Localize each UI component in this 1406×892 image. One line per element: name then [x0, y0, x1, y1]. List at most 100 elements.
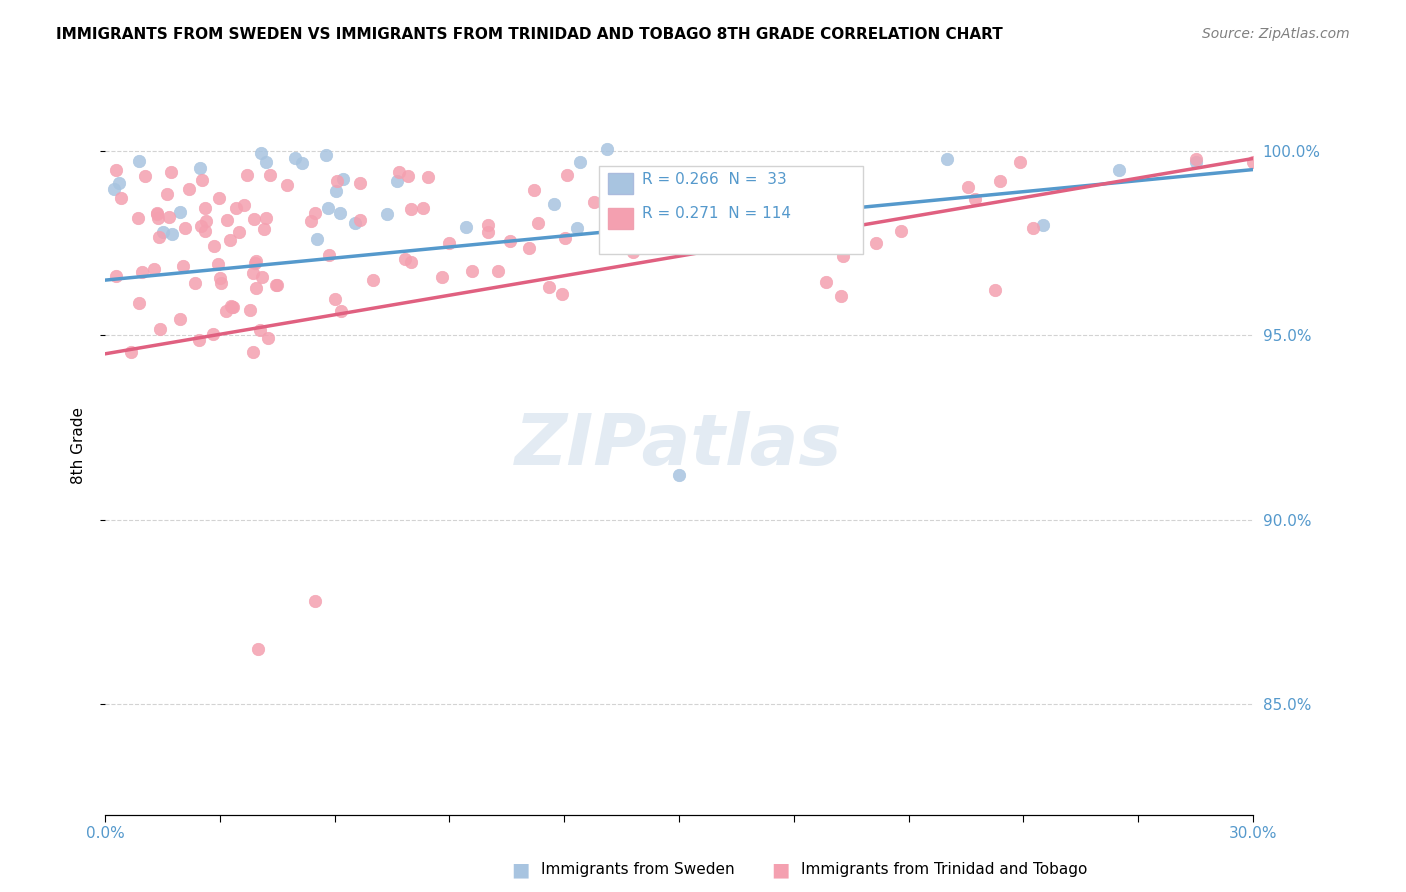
Point [217, 213, 239, 227]
Point [523, 183, 546, 197]
Point [245, 281, 267, 295]
Point [714, 203, 737, 218]
Point [239, 303, 262, 318]
Point [257, 331, 280, 345]
Point [477, 225, 499, 239]
Point [184, 276, 207, 290]
Point [1108, 162, 1130, 177]
Point [169, 204, 191, 219]
Point [307, 232, 329, 246]
Point [108, 177, 131, 191]
Point [142, 261, 165, 276]
Point [349, 212, 371, 227]
Point [259, 168, 281, 182]
Point [149, 322, 172, 336]
Point [207, 257, 229, 271]
Point [128, 296, 150, 310]
Point [221, 300, 243, 314]
Point [637, 198, 659, 212]
Point [537, 280, 560, 294]
Point [439, 236, 461, 251]
Point [567, 221, 589, 235]
Text: R = 0.271  N = 114: R = 0.271 N = 114 [643, 206, 792, 221]
Point [254, 211, 277, 226]
Point [228, 225, 250, 239]
Text: IMMIGRANTS FROM SWEDEN VS IMMIGRANTS FROM TRINIDAD AND TOBAGO 8TH GRADE CORRELAT: IMMIGRANTS FROM SWEDEN VS IMMIGRANTS FRO… [56, 27, 1002, 42]
Point [831, 249, 853, 263]
Point [626, 196, 648, 211]
Point [266, 277, 288, 292]
Point [332, 171, 354, 186]
Point [818, 205, 841, 219]
Point [202, 238, 225, 252]
Point [454, 219, 477, 234]
Point [621, 244, 644, 259]
Point [1031, 218, 1053, 232]
Point [284, 151, 307, 165]
Point [330, 304, 353, 318]
Point [555, 169, 578, 183]
Text: Source: ZipAtlas.com: Source: ZipAtlas.com [1202, 27, 1350, 41]
Point [658, 227, 681, 241]
Point [325, 185, 347, 199]
Point [935, 152, 957, 166]
Point [316, 202, 339, 216]
Point [387, 174, 409, 188]
Y-axis label: 8th Grade: 8th Grade [72, 408, 86, 484]
Point [146, 207, 169, 221]
Point [963, 192, 986, 206]
Text: Immigrants from Sweden: Immigrants from Sweden [541, 863, 735, 877]
Point [172, 260, 194, 274]
Point [253, 222, 276, 236]
Point [242, 266, 264, 280]
Bar [607, 208, 633, 228]
Point [647, 208, 669, 222]
Point [145, 206, 167, 220]
Point [349, 177, 371, 191]
Point [242, 345, 264, 359]
Point [329, 206, 352, 220]
Text: ZIPatlas: ZIPatlas [515, 411, 842, 481]
Point [1241, 155, 1264, 169]
Point [208, 271, 231, 285]
Point [254, 154, 277, 169]
Point [815, 275, 838, 289]
Point [326, 174, 349, 188]
Point [957, 180, 980, 194]
Point [803, 175, 825, 189]
Point [243, 212, 266, 227]
Point [243, 256, 266, 270]
Point [232, 198, 254, 212]
Text: ■: ■ [770, 860, 790, 880]
Point [323, 292, 346, 306]
Point [148, 229, 170, 244]
Point [984, 283, 1007, 297]
Point [250, 145, 273, 160]
Point [582, 194, 605, 209]
Text: R = 0.266  N =  33: R = 0.266 N = 33 [643, 171, 787, 186]
Point [890, 224, 912, 238]
Bar [599, 166, 863, 254]
Point [636, 193, 658, 207]
Point [127, 211, 149, 226]
Point [486, 264, 509, 278]
Point [418, 169, 440, 184]
Bar [607, 173, 633, 194]
Point [396, 169, 419, 183]
Point [219, 299, 242, 313]
Point [551, 287, 574, 301]
Point [668, 468, 690, 483]
Point [156, 187, 179, 202]
Point [177, 182, 200, 196]
Point [430, 269, 453, 284]
Point [399, 202, 422, 217]
Point [865, 235, 887, 250]
Point [527, 216, 550, 230]
Point [315, 148, 337, 162]
Point [195, 213, 218, 227]
Point [174, 221, 197, 235]
Point [134, 169, 156, 184]
Point [222, 300, 245, 314]
Point [318, 248, 340, 262]
Point [104, 163, 127, 178]
